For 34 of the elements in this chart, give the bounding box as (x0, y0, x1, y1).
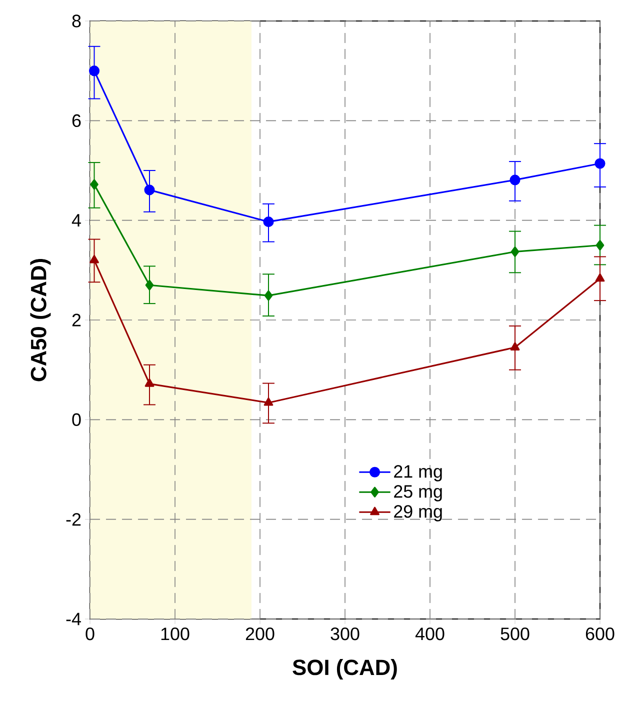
point (596, 240, 604, 251)
y-tick-label: -4 (66, 612, 81, 626)
y-tick-label: 6 (72, 114, 81, 128)
point (510, 246, 520, 258)
y-tick-label: 8 (72, 14, 81, 28)
x-axis-title: SOI (CAD) (292, 659, 397, 680)
legend-label: 25 mg (394, 485, 442, 502)
point (595, 273, 605, 282)
x-tick-label: 300 (330, 628, 360, 640)
y-tick-label: -2 (66, 513, 81, 526)
y-tick-label: 0 (72, 413, 81, 426)
y-tick-label: 2 (72, 314, 81, 326)
x-tick-label: 400 (415, 628, 444, 640)
legend-label: 21 mg (394, 465, 442, 482)
point (88, 66, 100, 76)
point (594, 158, 606, 169)
x-tick-label: 100 (161, 628, 190, 640)
x-tick-label: 0 (86, 628, 94, 640)
point (263, 216, 274, 228)
point (510, 174, 520, 186)
x-tick-label: 500 (500, 628, 530, 640)
x-tick-label: 200 (246, 628, 274, 640)
x-tick-label: 600 (586, 628, 614, 640)
point (144, 378, 154, 387)
y-tick-label: 4 (72, 214, 81, 226)
legend-label: 29 mg (394, 505, 442, 522)
point (264, 290, 273, 301)
point (90, 254, 99, 264)
point (510, 342, 520, 350)
y-axis-title: CA50 (CAD) (30, 259, 51, 382)
point (264, 397, 274, 406)
point (144, 184, 155, 196)
point (90, 179, 98, 190)
point (145, 280, 154, 290)
